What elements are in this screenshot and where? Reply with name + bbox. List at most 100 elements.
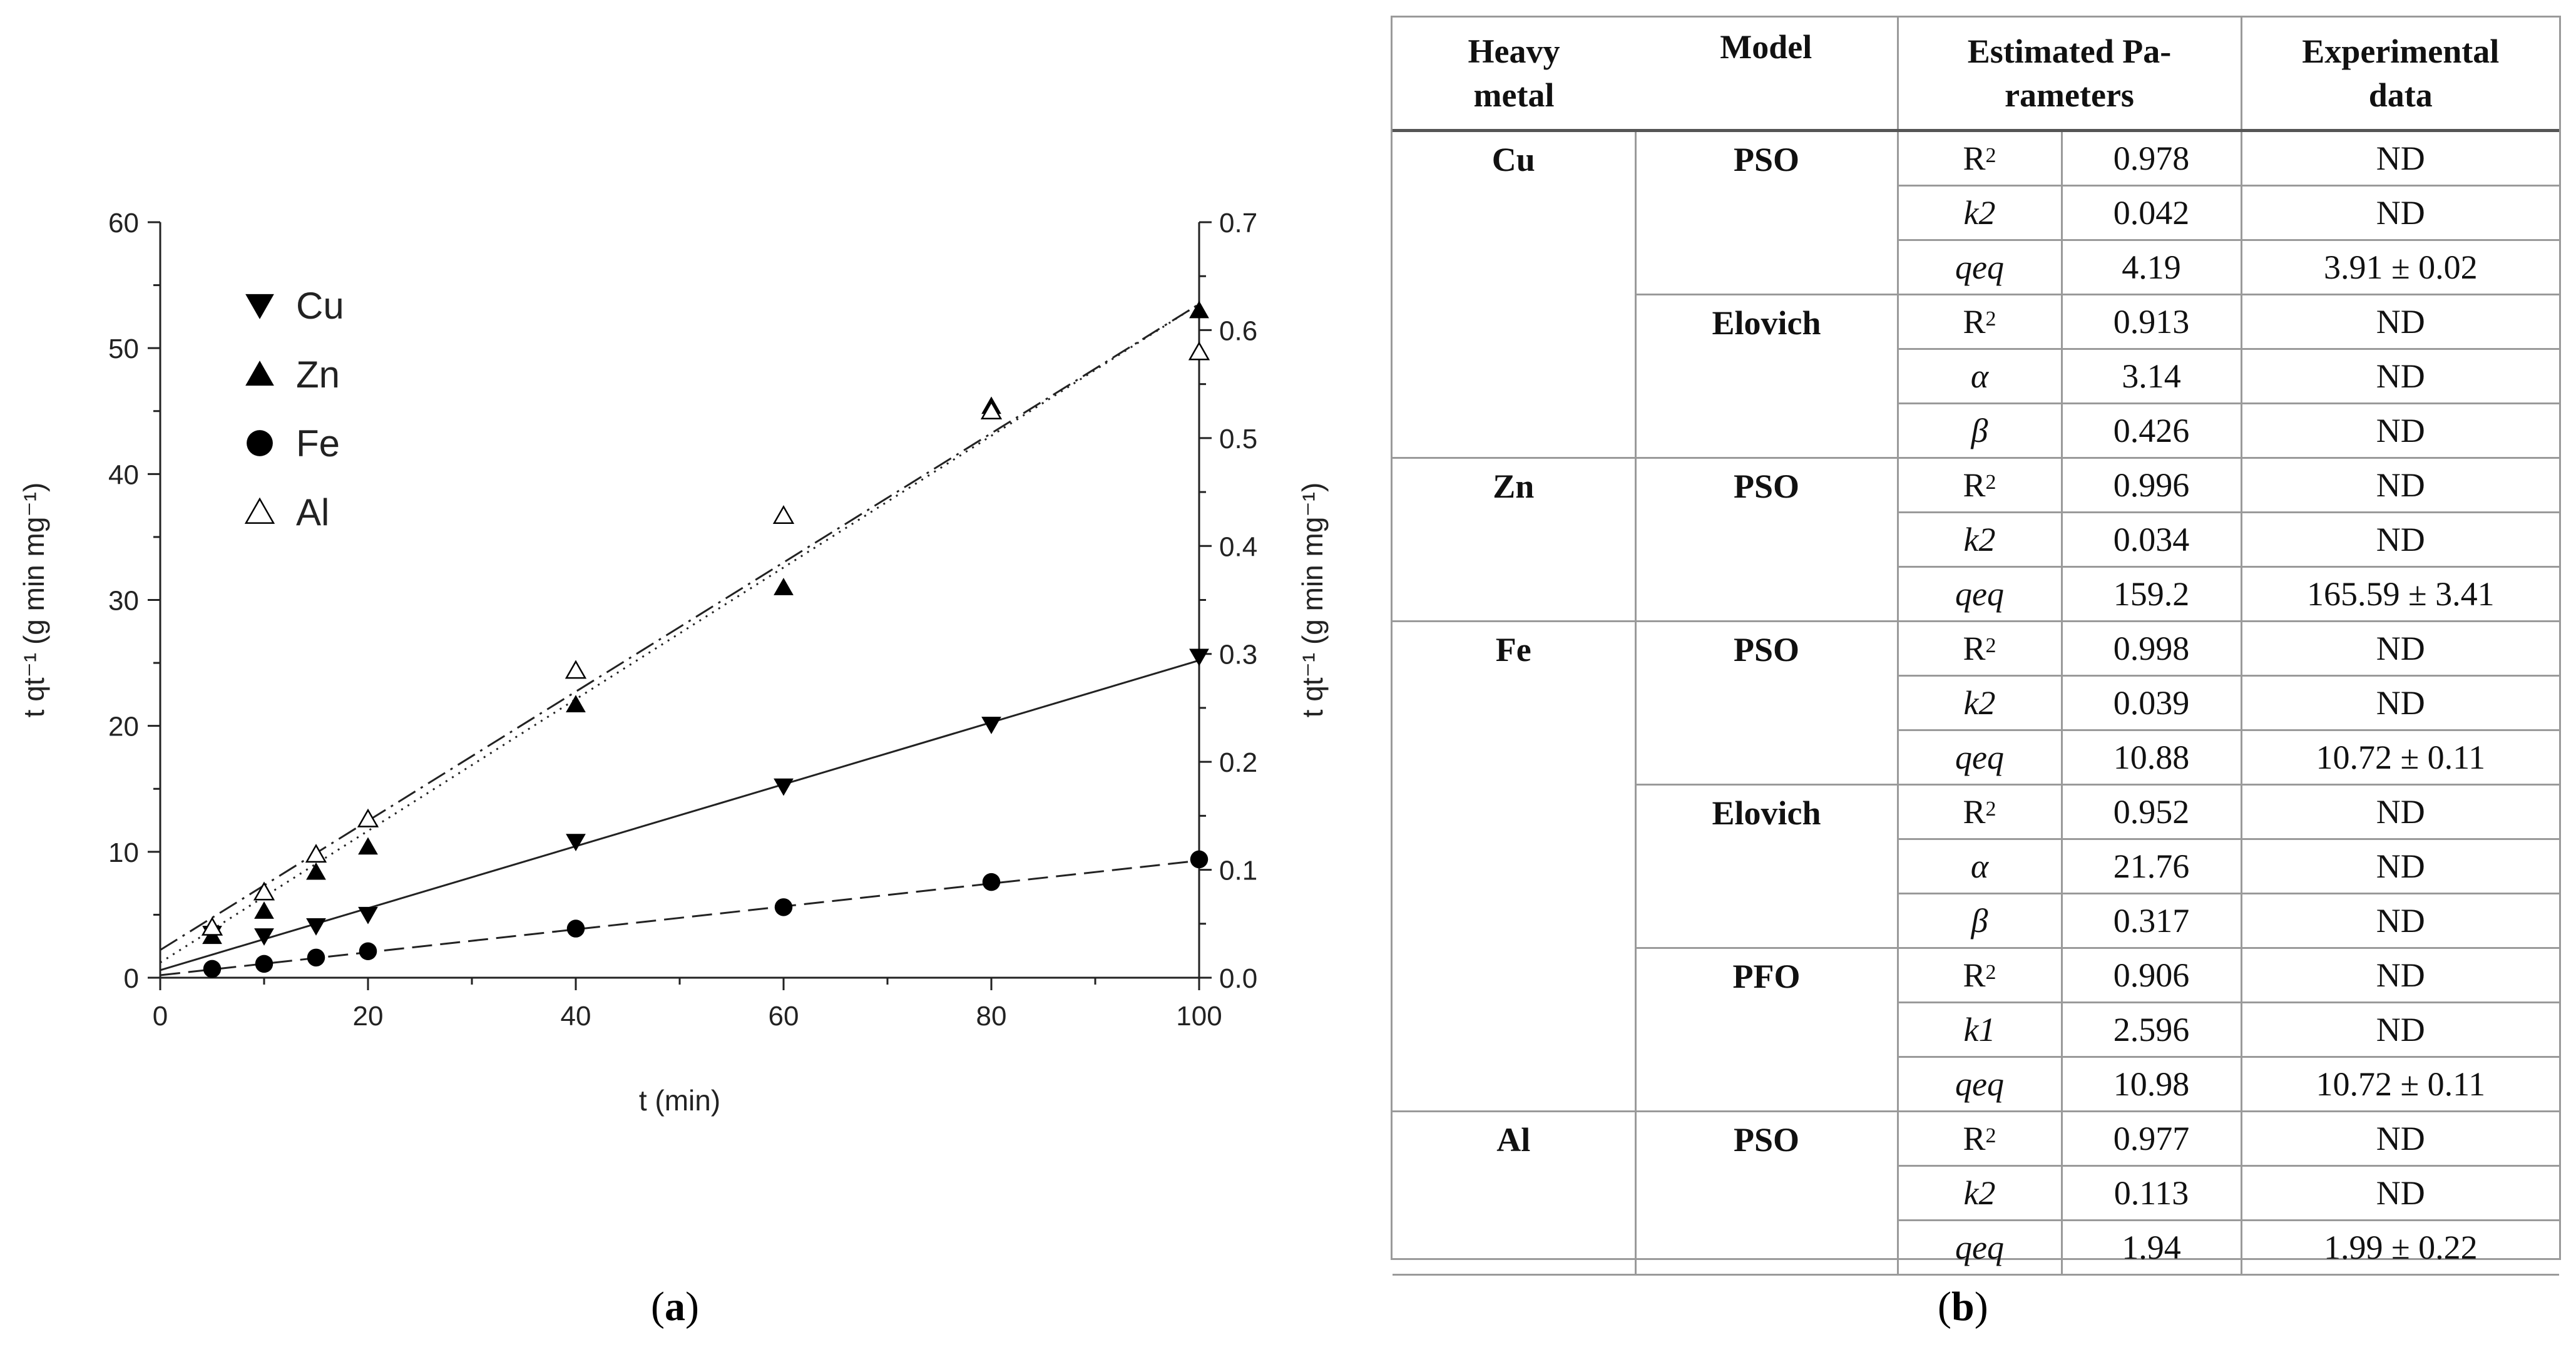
table-row: k1 2.596 ND <box>1393 1001 2560 1058</box>
parameter-value: 0.042 <box>2113 194 2190 232</box>
model-label: PSO <box>1733 631 1800 668</box>
fit-line-al <box>160 303 1200 951</box>
data-point-cu <box>566 834 586 851</box>
fit-line-cu <box>160 659 1200 971</box>
parameter-superscript: 2 <box>1985 961 1996 984</box>
parameter-symbol: α <box>1970 357 1989 395</box>
y-axis-left-title: t qt⁻¹ (g min mg⁻¹) <box>18 483 50 718</box>
y-right-tick-label: 0.2 <box>1219 747 1257 778</box>
model-cell: PSO <box>1634 1110 1899 1276</box>
header-model: Model <box>1635 18 1898 132</box>
parameter-value: 0.913 <box>2113 303 2190 341</box>
y-left-tick-label: 60 <box>108 208 139 238</box>
experimental-value-cell: ND <box>2240 402 2560 459</box>
y-left-tick-label: 20 <box>108 712 139 742</box>
legend-label-fe: Fe <box>296 423 340 464</box>
table-row: Elovich R2 0.913 ND <box>1393 294 2560 459</box>
x-tick-label: 80 <box>976 1001 1007 1032</box>
parameter-symbol-cell: R2 <box>1896 1110 2063 1167</box>
data-point-zn <box>358 837 378 855</box>
model-cell: Elovich <box>1635 294 1899 459</box>
parameter-symbol-cell: k1 <box>1898 1001 2063 1058</box>
parameter-symbol: R <box>1963 466 1986 504</box>
parameter-symbol-cell: R2 <box>1896 457 2063 513</box>
experimental-value-cell: ND <box>2240 620 2560 677</box>
x-tick-label: 20 <box>353 1001 384 1032</box>
data-point-al <box>980 400 1003 419</box>
data-point-al <box>772 504 795 524</box>
parameter-value: 10.98 <box>2113 1065 2190 1103</box>
experimental-value-cell: ND <box>2240 675 2560 731</box>
parameter-symbol-cell: β <box>1898 893 2063 949</box>
table-header-row: Heavy metal Model Estimated Pa-rameters E… <box>1393 18 2560 132</box>
legend-label-cu: Cu <box>296 285 344 327</box>
data-point-al <box>1188 341 1210 361</box>
data-point-fe <box>774 898 793 916</box>
data-point-cu <box>981 717 1001 734</box>
parameter-value-cell: 1.94 <box>2060 1219 2242 1276</box>
parameters-table-panel: Heavy metal Model Estimated Pa-rameters E… <box>1391 16 2561 1276</box>
parameter-symbol: k1 <box>1963 1011 1996 1048</box>
data-point-fe <box>982 873 1001 891</box>
data-point-cu <box>254 928 274 946</box>
parameter-value-cell: 4.19 <box>2060 239 2242 295</box>
parameter-value: 3.14 <box>2122 357 2181 395</box>
experimental-value: 10.72 ± 0.11 <box>2316 739 2486 776</box>
data-point-fe <box>255 955 273 973</box>
experimental-value: 3.91 ± 0.02 <box>2323 248 2478 286</box>
parameters-table: Heavy metal Model Estimated Pa-rameters E… <box>1393 18 2560 1276</box>
model-label: PFO <box>1732 958 1801 995</box>
data-point-al <box>357 808 379 827</box>
experimental-value: ND <box>2376 630 2425 667</box>
header-metal-line-1: Heavy <box>1468 33 1560 70</box>
header-model-line-1: Model <box>1720 28 1812 66</box>
data-point-al <box>565 660 587 679</box>
table-row: Fe PSO R2 0.998 ND <box>1393 620 2560 1112</box>
parameter-symbol: R <box>1963 1120 1986 1157</box>
experimental-value: ND <box>2376 140 2425 177</box>
parameter-symbol: R <box>1963 630 1986 667</box>
parameter-symbol: R <box>1963 956 1986 994</box>
legend-label-al: Al <box>296 491 329 533</box>
parameter-value-cell: 0.906 <box>2060 947 2242 1003</box>
table-row: PFO R2 0.906 ND <box>1393 947 2560 1112</box>
experimental-value: ND <box>2376 1120 2425 1157</box>
parameter-symbol-cell: R2 <box>1896 947 2063 1003</box>
data-point-fe <box>566 919 585 938</box>
data-point-al <box>201 916 223 936</box>
parameter-symbol: qeq <box>1955 739 2004 776</box>
data-point-fe <box>1190 850 1209 869</box>
experimental-value-cell: 3.91 ± 0.02 <box>2240 239 2560 295</box>
panel-label-a-text: a <box>664 1284 685 1329</box>
y-right-tick-label: 0.6 <box>1219 315 1257 346</box>
parameter-value-cell: 0.034 <box>2060 511 2242 568</box>
experimental-value: ND <box>2376 1011 2425 1048</box>
legend-marker-fe <box>247 430 273 456</box>
parameter-value: 0.978 <box>2113 140 2190 177</box>
table-row: Cu PSO R2 0.978 ND <box>1393 130 2560 459</box>
parameter-superscript: 2 <box>1985 634 1996 657</box>
metal-label: Al <box>1496 1121 1531 1159</box>
parameter-value: 0.113 <box>2113 1174 2189 1212</box>
experimental-value: ND <box>2376 194 2425 232</box>
x-tick-label: 40 <box>561 1001 591 1032</box>
table-row: β 0.426 ND <box>1393 402 2560 459</box>
parameter-value: 0.996 <box>2113 466 2190 504</box>
parameter-symbol-cell: k2 <box>1898 1165 2063 1221</box>
parameter-symbol-cell: k2 <box>1898 185 2063 241</box>
metal-label: Cu <box>1491 141 1535 178</box>
parameter-superscript: 2 <box>1985 471 1996 494</box>
data-point-zn <box>1189 300 1209 319</box>
y-left-tick-label: 10 <box>108 837 139 868</box>
legend-marker-zn <box>245 361 274 386</box>
panel-label-b: (b) <box>1938 1284 1988 1329</box>
parameter-symbol: R <box>1963 303 1986 341</box>
parameter-value: 0.952 <box>2113 793 2190 831</box>
experimental-value: ND <box>2376 521 2425 558</box>
x-tick-label: 60 <box>769 1001 799 1032</box>
table-row: qeq 1.94 1.99 ± 0.22 <box>1393 1219 2560 1276</box>
parameter-superscript: 2 <box>1985 797 1996 821</box>
experimental-value-cell: ND <box>2240 784 2560 840</box>
parameter-symbol: qeq <box>1955 1065 2004 1103</box>
experimental-value-cell: 1.99 ± 0.22 <box>2240 1219 2560 1276</box>
